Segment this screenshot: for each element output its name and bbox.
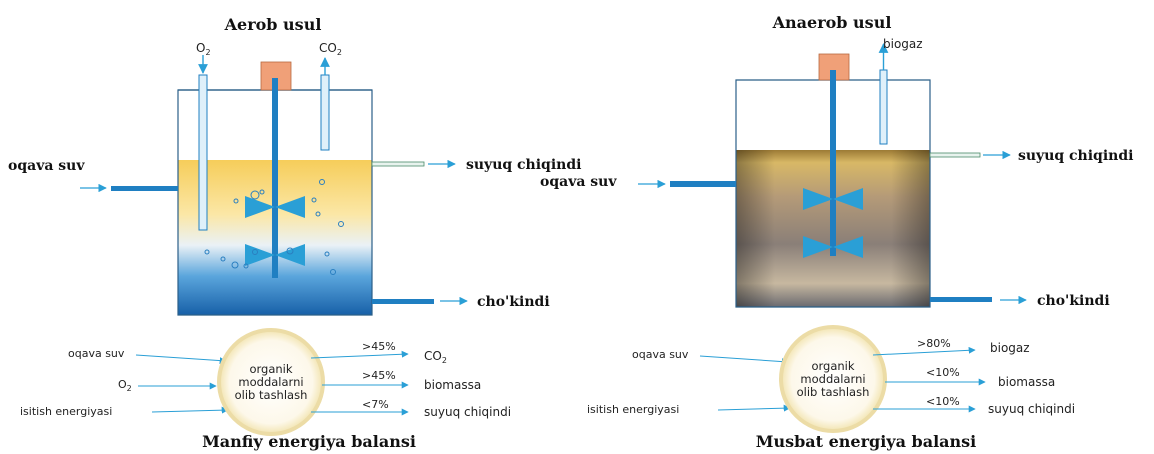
aerobic-balance-input-1: oqava suv — [68, 347, 125, 360]
anaerobic-tank-wall — [735, 79, 931, 308]
aerobic-reactor: Aerob usul O2 CO2 oqava suv — [8, 15, 581, 316]
anaerobic-balance-input-2: isitish energiyasi — [587, 403, 679, 416]
anaerobic-inlet-pipe — [670, 181, 736, 187]
anaerobic-output-3-label: suyuq chiqindi — [988, 402, 1075, 416]
aerobic-impeller-bottom — [245, 244, 305, 266]
anaerobic-output-2-label: biomassa — [998, 375, 1055, 389]
aerobic-bubbles — [204, 179, 344, 275]
anaerobic-balance-center-1: organik — [811, 359, 854, 373]
anaerobic-reactor: Anaerob usul biogaz oqava suv suyuq chiq… — [540, 13, 1133, 309]
aerobic-title: Aerob usul — [224, 15, 322, 34]
o2-label: O2 — [196, 41, 211, 57]
aerobic-impeller-top — [245, 196, 305, 218]
anaerobic-balance-input-1: oqava suv — [632, 348, 689, 361]
aerobic-balance-circle — [217, 328, 325, 436]
anaerobic-balance-center-3: olib tashlash — [797, 385, 870, 399]
anaerobic-sludge-pipe — [930, 297, 992, 302]
aerobic-balance-center-2: moddalarni — [238, 375, 303, 389]
anaerobic-shaft — [830, 70, 836, 256]
anaerobic-sludge-label: cho'kindi — [1037, 293, 1110, 309]
aerobic-output-2-label: biomassa — [424, 378, 481, 392]
biogas-label: biogaz — [883, 37, 923, 51]
aerobic-liquid-outlet-pipe — [371, 161, 425, 167]
aerobic-balance-input-3: isitish energiyasi — [20, 405, 112, 418]
aerobic-output-2-pct: >45% — [362, 369, 396, 382]
co2-label: CO2 — [319, 41, 342, 57]
anaerobic-output-3-pct: <10% — [926, 395, 960, 408]
anaerobic-balance: oqava suv isitish energiyasi organik mod… — [587, 325, 1075, 451]
aerobic-output-1-pct: >45% — [362, 340, 396, 353]
aerobic-sludge-pipe — [372, 299, 434, 304]
anaerobic-impeller-top — [803, 188, 863, 210]
aerobic-output-3-label: suyuq chiqindi — [424, 405, 511, 419]
anaerobic-title: Anaerob usul — [772, 13, 892, 32]
o2-inlet-pipe — [198, 74, 208, 231]
anaerobic-output-1-label: biogaz — [990, 341, 1030, 355]
anaerobic-balance-caption: Musbat energiya balansi — [756, 432, 977, 451]
aerobic-balance-input-2: O2 — [118, 378, 132, 393]
aerobic-balance-caption: Manfiy energiya balansi — [202, 432, 416, 451]
aerobic-balance-center-1: organik — [249, 362, 292, 376]
aerobic-sludge-label: cho'kindi — [477, 294, 550, 310]
anaerobic-output-2-pct: <10% — [926, 366, 960, 379]
anaerobic-inlet-label: oqava suv — [540, 174, 617, 190]
aerobic-shaft — [272, 78, 278, 278]
anaerobic-impeller-bottom — [803, 236, 863, 258]
anaerobic-balance-center-2: moddalarni — [800, 372, 865, 386]
aerobic-inlet-label: oqava suv — [8, 158, 85, 174]
biogas-outlet-pipe — [879, 69, 888, 145]
aerobic-liquid-outlet-label: suyuq chiqindi — [466, 157, 581, 173]
aerobic-balance: oqava suv O2 isitish energiyasi organik … — [20, 328, 511, 451]
aerobic-balance-center-3: olib tashlash — [235, 388, 308, 402]
aerobic-inlet-pipe — [111, 186, 178, 191]
aerobic-output-1-label: CO2 — [424, 349, 447, 365]
aerobic-output-3-pct: <7% — [362, 398, 389, 411]
anaerobic-output-1-pct: >80% — [917, 337, 951, 350]
anaerobic-liquid-outlet-pipe — [929, 152, 981, 158]
co2-outlet-pipe — [320, 74, 330, 151]
anaerobic-balance-circle — [779, 325, 887, 433]
anaerobic-liquid-outlet-label: suyuq chiqindi — [1018, 148, 1133, 164]
